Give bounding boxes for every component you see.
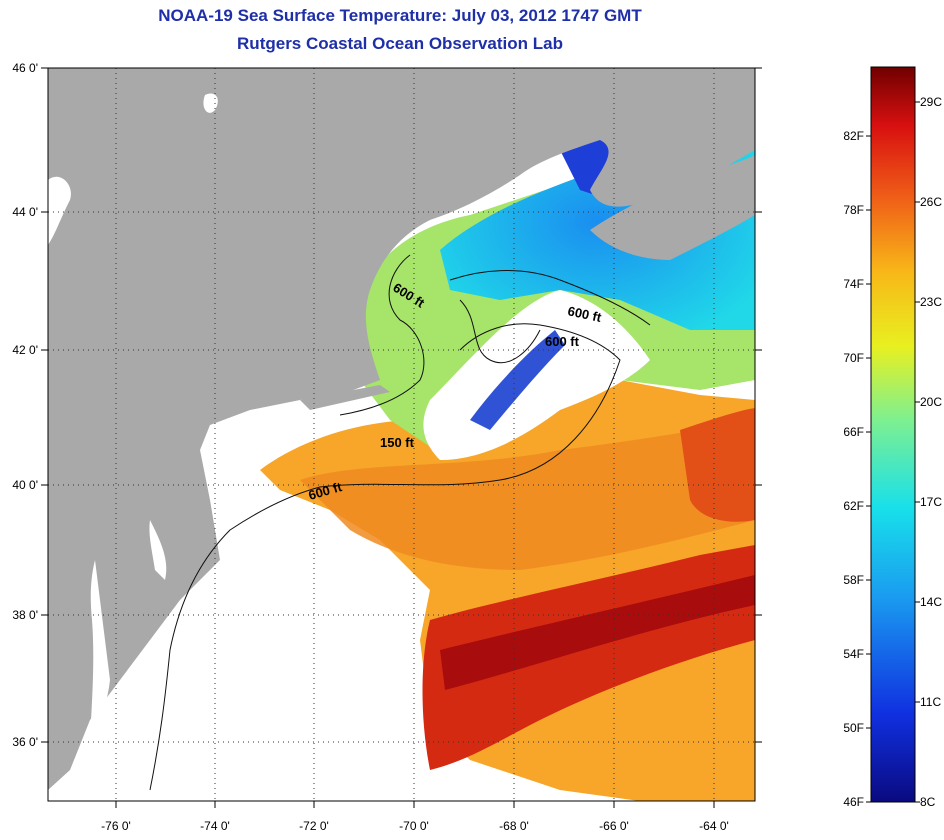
colorbar-f-58: 58F [843, 573, 864, 587]
colorbar-c-20: 20C [920, 395, 942, 409]
chesapeake-bay [90, 560, 110, 740]
colorbar-f-46: 46F [843, 795, 864, 809]
colorbar-c-29: 29C [920, 95, 942, 109]
contour-label-150ft: 150 ft [380, 435, 415, 450]
lat-label-36: 36 0' [12, 735, 38, 749]
colorbar [870, 66, 916, 803]
bathymetry-contours [149, 254, 651, 791]
lat-label-38: 38 0' [12, 608, 38, 622]
colorbar-f-82: 82F [843, 129, 864, 143]
lon-label-70: -70 0' [399, 819, 429, 833]
lat-label-46: 46 0' [12, 61, 38, 75]
colorbar-c-11: 11C [920, 695, 941, 709]
colorbar-f-70: 70F [843, 351, 864, 365]
map-panel [48, 68, 755, 801]
colorbar-f-50: 50F [843, 721, 864, 735]
map-frame [47, 67, 756, 802]
lon-label-64: -64 0' [699, 819, 729, 833]
lake-white-patch [48, 176, 71, 245]
land-mainland [48, 68, 755, 790]
colorbar-c-26: 26C [920, 195, 942, 209]
lon-label-72: -72 0' [299, 819, 329, 833]
contour-label-600ft-b: 600 ft [566, 303, 603, 325]
orange-band [300, 420, 755, 570]
graticule [48, 68, 755, 801]
colorbar-c-14: 14C [920, 595, 942, 609]
lat-label-44: 44 0' [12, 205, 38, 219]
lat-label-42: 42 0' [12, 343, 38, 357]
long-island [300, 385, 390, 410]
colorbar-f-74: 74F [843, 277, 864, 291]
warm-eastern-patch [680, 408, 755, 522]
colorbar-c-23: 23C [920, 295, 942, 309]
lat-label-40: 40 0' [12, 478, 38, 492]
lon-label-74: -74 0' [200, 819, 230, 833]
lon-label-76: -76 0' [101, 819, 131, 833]
map-ticks [41, 67, 762, 808]
colorbar-ticks [866, 101, 920, 803]
lon-label-68: -68 0' [499, 819, 529, 833]
deep-blue-streaks [470, 330, 565, 430]
gulf-stream-dark [440, 575, 755, 690]
colorbar-f-54: 54F [843, 647, 864, 661]
lon-label-66: -66 0' [599, 819, 629, 833]
inland-lake [203, 93, 218, 113]
map-title: NOAA-19 Sea Surface Temperature: July 03… [158, 6, 642, 25]
contour-label-600ft-c: 600 ft [545, 334, 580, 349]
map-subtitle: Rutgers Coastal Ocean Observation Lab [237, 34, 563, 53]
colorbar-f-62: 62F [843, 499, 864, 513]
colorbar-f-78: 78F [843, 203, 864, 217]
colorbar-c-8: 8C [920, 795, 936, 809]
delaware-bay [149, 520, 167, 580]
colorbar-f-66: 66F [843, 425, 864, 439]
colorbar-c-17: 17C [920, 495, 942, 509]
